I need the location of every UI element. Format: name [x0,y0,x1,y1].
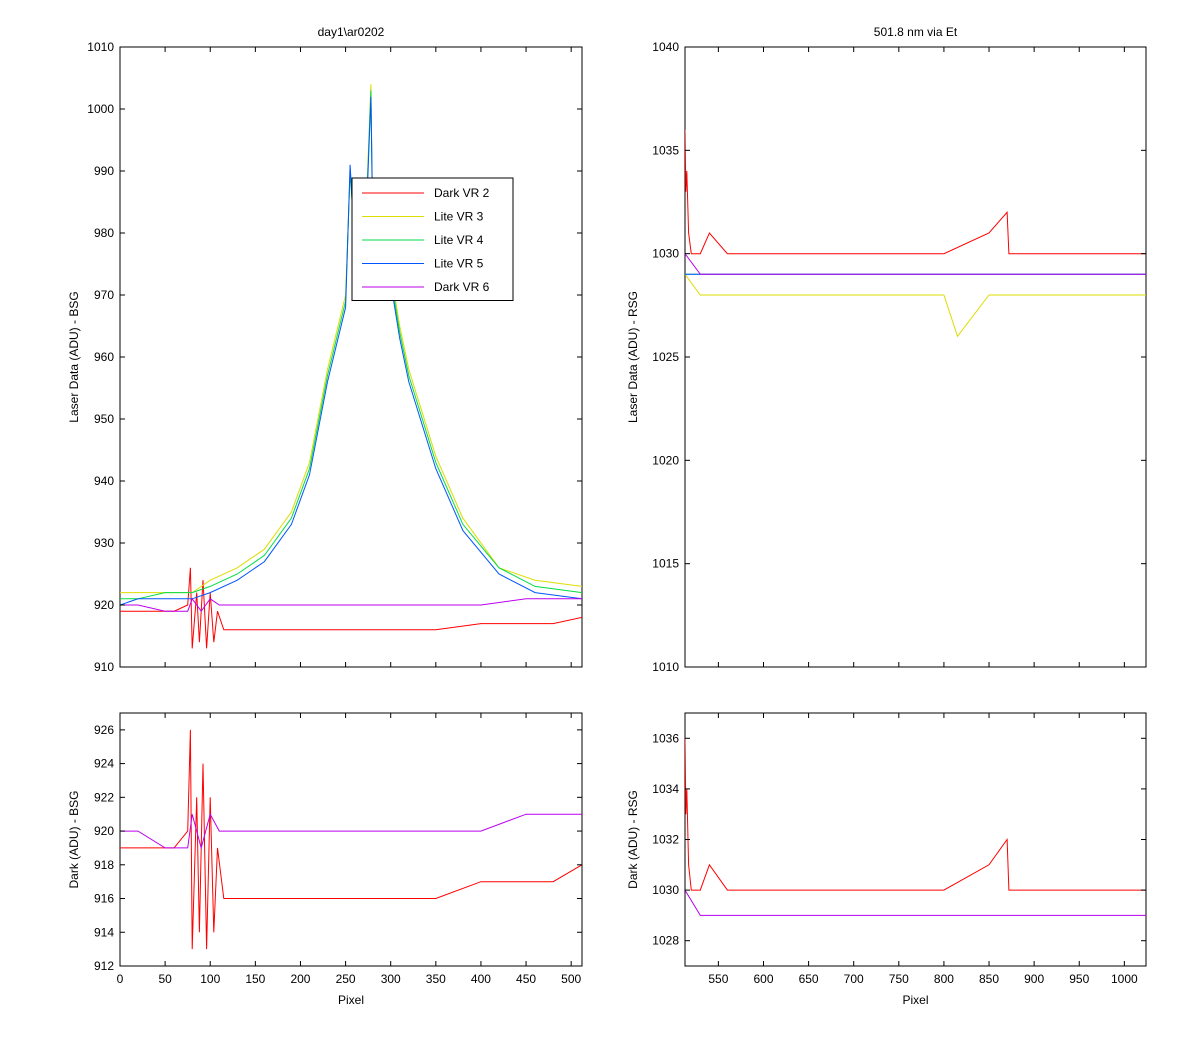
bottom-right-ytick-label: 1036 [652,731,679,745]
legend-label-lite-vr-3: Lite VR 3 [434,210,484,224]
bottom-right-ytick-label: 1028 [652,934,679,948]
top-right-ytick-label: 1010 [652,660,679,674]
top-right-ytick-label: 1030 [652,247,679,261]
top-right-ytick-label: 1035 [652,143,679,157]
legend-box [351,177,514,301]
bottom-right-xtick-label: 950 [1069,972,1089,986]
bottom-left-ytick-label: 918 [94,858,114,872]
bottom-left-series-dark-vr-6 [120,812,582,850]
bottom-right-xtick-label: 600 [753,972,773,986]
legend-label-lite-vr-4: Lite VR 4 [434,233,484,247]
top-left-title: day1\ar0202 [318,25,385,39]
bottom-left-xtick-label: 350 [426,972,446,986]
bottom-left-plot-area [119,712,583,967]
bottom-left-xtick-label: 100 [200,972,220,986]
legend-label-dark-vr-2: Dark VR 2 [434,186,490,200]
bottom-left-xtick-label: 500 [561,972,581,986]
bottom-right-xtick-label: 750 [889,972,909,986]
bottom-right-xtick-label: 700 [844,972,864,986]
bottom-left-xtick-label: 450 [516,972,536,986]
bottom-left-ytick-label: 914 [94,925,114,939]
legend: Dark VR 2 Lite VR 3 Lite VR 4 Lite VR 5 Dark… [351,177,514,301]
top-left-ytick-label: 1000 [87,102,114,116]
bottom-right-panel: 550 600 650 700 750 800 850 900 950 1000 1028 1030 1… [626,712,1147,1007]
bottom-right-ytick-label: 1032 [652,833,679,847]
bottom-left-ytick-label: 912 [94,959,114,973]
bottom-right-xtick-label: 800 [934,972,954,986]
bottom-right-xtick-label: 650 [799,972,819,986]
top-right-title: 501.8 nm via Et [874,25,958,39]
top-left-ytick-label: 990 [94,164,114,178]
top-right-ytick-label: 1025 [652,350,679,364]
bottom-right-ytick-label: 1030 [652,883,679,897]
top-left-ytick-label: 940 [94,474,114,488]
bottom-left-xtick-label: 300 [381,972,401,986]
top-left-panel: 910 920 930 940 950 960 970 980 990 1000 1010 day1\… [67,25,583,674]
top-right-panel: 1010 1015 1020 1025 1030 1035 1040 501.8 nm via… [626,25,1147,674]
bottom-left-xtick-label: 250 [336,972,356,986]
legend-label-dark-vr-6: Dark VR 6 [434,280,490,294]
top-left-ytick-label: 920 [94,598,114,612]
top-left-ytick-label: 950 [94,412,114,426]
top-left-plot-area [119,46,583,668]
bottom-right-xtick-label: 850 [979,972,999,986]
bottom-left-series-group [120,729,582,950]
bottom-right-series-dark-vr-6 [685,889,1146,916]
top-right-series-group [685,129,1146,338]
legend-label-lite-vr-5: Lite VR 5 [434,257,484,271]
top-left-ytick-label: 930 [94,536,114,550]
top-left-ylabel: Laser Data (ADU) - BSG [67,291,81,422]
bottom-left-xtick-label: 50 [158,972,172,986]
top-right-series-dark-vr-6 [685,253,1146,275]
top-right-ytick-label: 1015 [652,557,679,571]
bottom-left-ytick-label: 924 [94,757,114,771]
bottom-left-xlabel: Pixel [338,993,364,1007]
bottom-right-series-group [685,738,1146,916]
bottom-right-plot-area [684,712,1147,967]
top-right-series-lite-vr-3 [685,274,1146,338]
bottom-left-panel: 0 50 100 150 200 250 300 350 400 450 500 912 914 916 9… [67,712,583,1007]
bottom-right-series-dark-vr-2 [685,738,1146,891]
bottom-right-xtick-label: 550 [708,972,728,986]
bottom-right-xlabel: Pixel [902,993,928,1007]
top-right-ylabel: Laser Data (ADU) - RSG [626,291,640,423]
bottom-right-ylabel: Dark (ADU) - RSG [626,790,640,889]
bottom-left-xtick-label: 150 [245,972,265,986]
top-left-ytick-label: 960 [94,350,114,364]
bottom-left-ytick-label: 916 [94,892,114,906]
top-left-ytick-label: 970 [94,288,114,302]
bottom-right-xtick-label: 900 [1024,972,1044,986]
top-left-ytick-label: 910 [94,660,114,674]
bottom-left-ylabel: Dark (ADU) - BSG [67,790,81,888]
bottom-left-xtick-label: 400 [471,972,491,986]
bottom-left-ytick-label: 922 [94,790,114,804]
bottom-left-series-dark-vr-2 [120,729,582,950]
top-left-series-dark-vr-6 [120,597,582,613]
bottom-right-xtick-label: 1000 [1111,972,1138,986]
bottom-left-ytick-label: 926 [94,723,114,737]
bottom-left-ytick-label: 920 [94,824,114,838]
bottom-right-ytick-label: 1034 [652,782,679,796]
bottom-left-xtick-label: 200 [290,972,310,986]
top-left-ytick-label: 1010 [87,40,114,54]
top-left-series-dark-vr-2 [120,567,582,649]
top-right-ytick-label: 1040 [652,40,679,54]
top-right-series-dark-vr-2 [685,129,1146,255]
top-right-ytick-label: 1020 [652,453,679,467]
top-left-ytick-label: 980 [94,226,114,240]
top-right-plot-area [684,46,1147,668]
bottom-left-xtick-label: 0 [117,972,124,986]
